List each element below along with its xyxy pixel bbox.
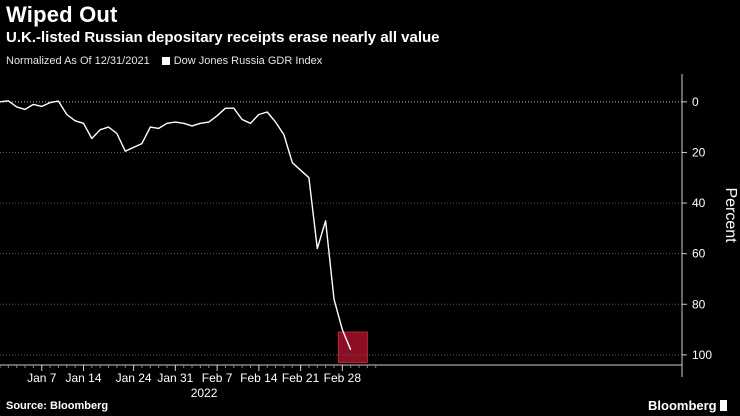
y-axis-title: Percent (722, 187, 739, 243)
y-tick-label: 0 (692, 95, 699, 109)
x-tick-label: Jan 7 (27, 371, 57, 385)
highlight-box (337, 331, 368, 363)
y-tick-label: 20 (692, 145, 706, 159)
x-tick-label: Feb 21 (282, 371, 320, 385)
x-tick-label: Jan 24 (116, 371, 152, 385)
y-tick-label: 60 (692, 247, 706, 261)
legend-series-label: Dow Jones Russia GDR Index (173, 55, 323, 67)
brand-mark-icon (719, 400, 727, 411)
x-tick-label: Jan 31 (157, 371, 193, 385)
y-tick-label: 40 (692, 196, 706, 210)
x-tick-label: Feb 14 (240, 371, 278, 385)
y-tick-label: 80 (692, 297, 706, 311)
x-tick-label: Jan 14 (65, 371, 101, 385)
legend: Normalized As Of 12/31/2021 Dow Jones Ru… (6, 55, 322, 67)
brand-name: Bloomberg (648, 398, 717, 413)
x-tick-label: Feb 7 (202, 371, 233, 385)
x-tick-label: Feb 28 (324, 371, 362, 385)
normalization-note: Normalized As Of 12/31/2021 (6, 55, 150, 67)
brand-logo: Bloomberg (648, 398, 727, 413)
chart-subtitle: U.K.-listed Russian depositary receipts … (6, 29, 440, 46)
legend-swatch (161, 57, 170, 65)
y-tick-label: 100 (692, 348, 712, 362)
series-line-dow-jones-russia-gdr-index (0, 100, 352, 351)
source-note: Source: Bloomberg (6, 400, 109, 412)
chart-title: Wiped Out (6, 2, 118, 27)
x-axis-year-label: 2022 (191, 386, 218, 400)
